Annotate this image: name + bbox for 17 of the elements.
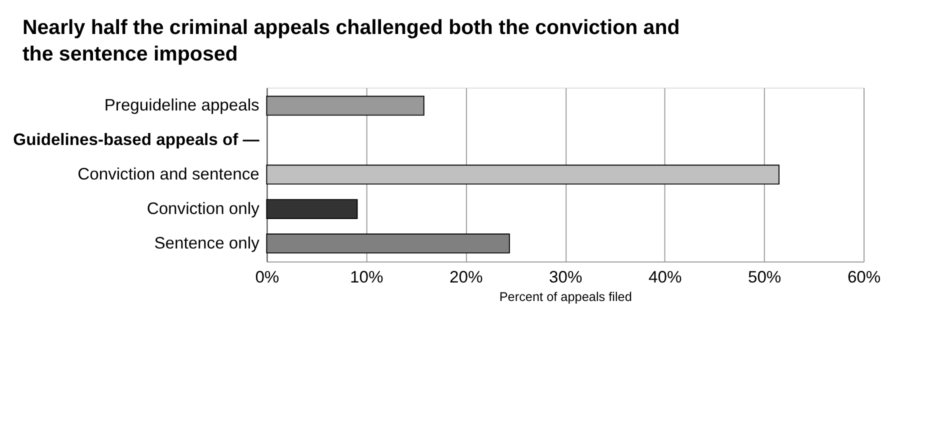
y-tick-label: Sentence only xyxy=(154,233,260,252)
bar xyxy=(266,199,358,219)
bar xyxy=(266,234,510,254)
x-tick-label: 60% xyxy=(847,268,881,287)
y-tick-label: Conviction only xyxy=(146,198,260,218)
x-tick-label: 40% xyxy=(648,268,682,287)
y-tick-label: Guidelines-based appeals of — xyxy=(13,130,260,150)
chart-title: Nearly half the criminal appeals challenged both the conviction and the sentence imposed xyxy=(22,16,680,66)
x-tick-label: 20% xyxy=(450,268,483,287)
x-tick-label: 0% xyxy=(255,268,280,287)
x-tick-label: 30% xyxy=(549,268,582,287)
bar xyxy=(266,164,780,185)
y-tick-label: Conviction and sentence xyxy=(78,164,260,184)
y-tick-label: Preguideline appeals xyxy=(104,96,260,115)
x-tick-label: 10% xyxy=(350,268,384,287)
x-axis-title: Percent of appeals filed xyxy=(499,290,632,304)
x-tick-label: 50% xyxy=(748,268,782,287)
